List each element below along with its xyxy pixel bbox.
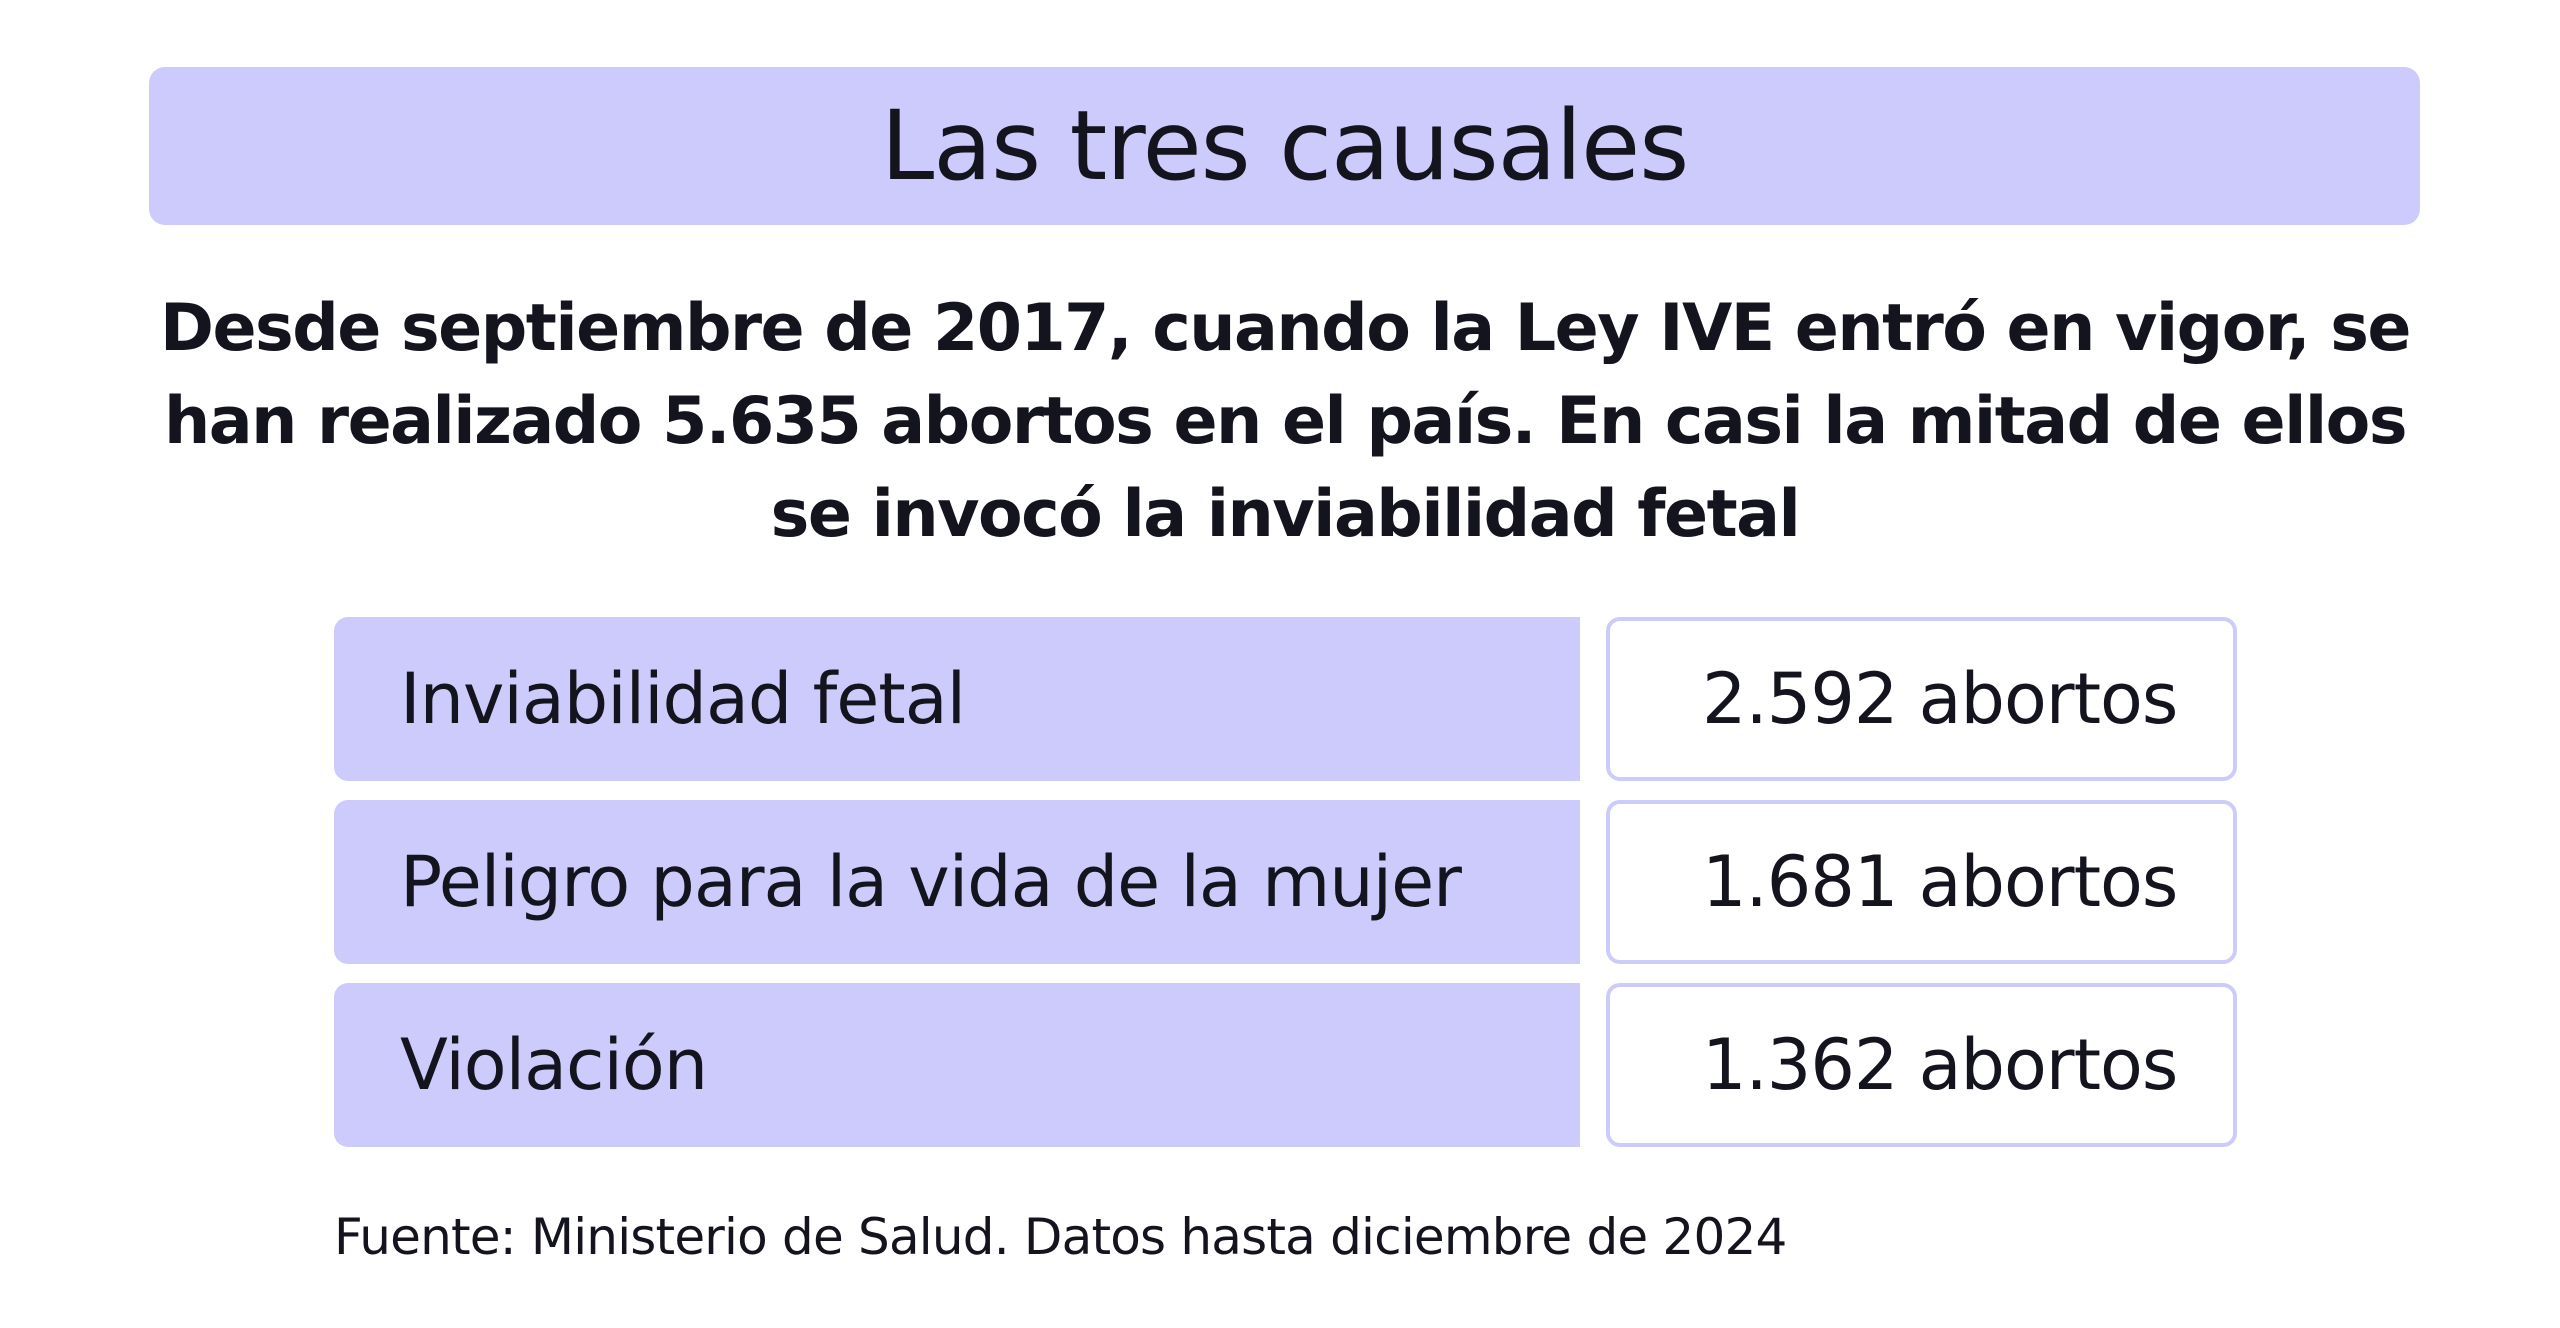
source-note: Fuente: Ministerio de Salud. Datos hasta… bbox=[334, 1208, 1787, 1266]
row-label: Violación bbox=[334, 983, 1580, 1147]
table-row-inviabilidad: Inviabilidad fetal 2.592 abortos bbox=[334, 617, 2237, 781]
table-row-violacion: Violación 1.362 abortos bbox=[334, 983, 2237, 1147]
row-value: 2.592 abortos bbox=[1606, 617, 2237, 781]
table-row-peligro: Peligro para la vida de la mujer 1.681 a… bbox=[334, 800, 2237, 964]
row-label: Inviabilidad fetal bbox=[334, 617, 1580, 781]
row-value: 1.362 abortos bbox=[1606, 983, 2237, 1147]
causales-table: Inviabilidad fetal 2.592 abortos Peligro… bbox=[334, 617, 2237, 1147]
summary-text: Desde septiembre de 2017, cuando la Ley … bbox=[160, 291, 2411, 552]
page-title: Las tres causales bbox=[880, 90, 1689, 202]
title-banner: Las tres causales bbox=[149, 67, 2420, 225]
row-label: Peligro para la vida de la mujer bbox=[334, 800, 1580, 964]
row-value: 1.681 abortos bbox=[1606, 800, 2237, 964]
